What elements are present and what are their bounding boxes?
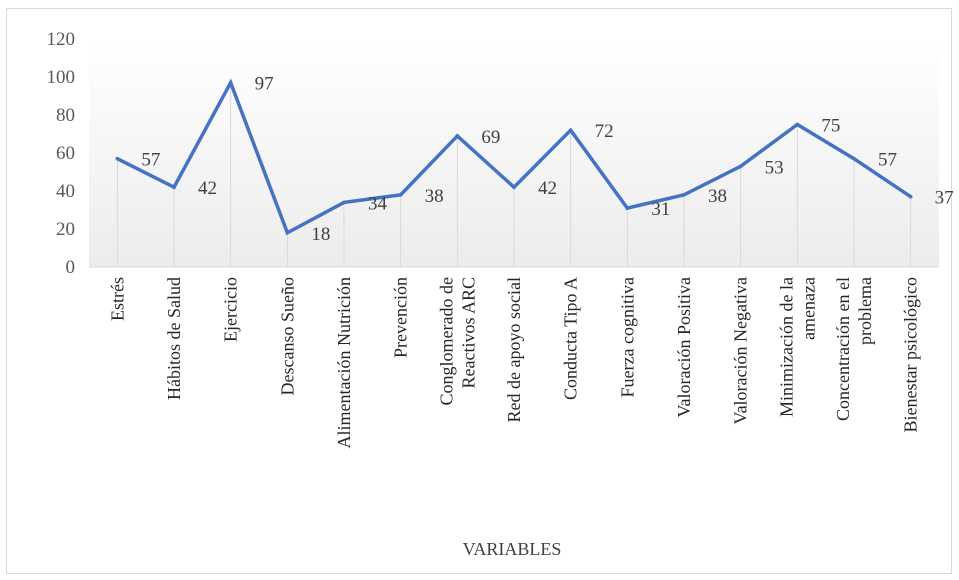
data-label: 75	[821, 116, 840, 137]
data-labels: 57 42 97 18 34 38 69 42 72 31 38 53 75 57 37	[141, 74, 953, 245]
data-point	[682, 193, 686, 197]
category-label-line: problema	[855, 277, 875, 345]
category-label-line: Conducta Tipo A	[561, 277, 581, 400]
category-label-line: Ejercicio	[221, 277, 241, 342]
chart-frame: 0 20 40 60 80 100 120 57 42 97 18 34 38 69 42 72 31 38 53…	[6, 8, 954, 574]
y-tick-label: 80	[56, 105, 75, 126]
category-label: Red de apoyo social	[504, 277, 524, 422]
category-label-line: Minimización de la	[776, 277, 796, 417]
category-label-line: Red de apoyo social	[504, 277, 524, 422]
y-axis: 0 20 40 60 80 100 120	[47, 29, 76, 278]
category-label: Bienestar psicológico	[901, 277, 921, 432]
data-point	[285, 231, 290, 235]
category-label: Descanso Sueño	[277, 277, 297, 395]
drop-lines	[116, 82, 912, 267]
category-label-line: Estrés	[107, 277, 127, 321]
category-label-line: Fuerza cognitiva	[617, 277, 637, 397]
x-axis-title: VARIABLES	[463, 539, 562, 559]
category-label-line: Reactivos ARC	[458, 277, 478, 389]
category-label-line: Conglomerado de	[436, 277, 456, 405]
y-tick-label: 40	[56, 181, 75, 202]
data-label: 42	[538, 178, 557, 199]
data-point	[738, 164, 743, 169]
data-point	[852, 156, 856, 161]
y-tick-label: 0	[66, 257, 76, 278]
data-label: 37	[935, 188, 953, 209]
data-point	[115, 156, 120, 161]
data-point	[908, 194, 913, 199]
category-label: Fuerza cognitiva	[617, 277, 637, 397]
data-point	[172, 185, 176, 189]
data-point	[625, 206, 630, 210]
data-label: 53	[765, 157, 784, 178]
data-label: 31	[651, 199, 670, 220]
data-label: 38	[425, 186, 444, 207]
category-label-line: Descanso Sueño	[277, 277, 297, 395]
line-chart: 0 20 40 60 80 100 120 57 42 97 18 34 38 69 42 72 31 38 53…	[47, 29, 954, 559]
y-tick-label: 120	[47, 29, 76, 50]
data-point	[228, 80, 233, 85]
category-label: Valoración Positiva	[674, 277, 694, 417]
category-label: Conducta Tipo A	[561, 277, 581, 400]
category-label: Concentración en el problema	[833, 277, 875, 421]
data-label: 57	[878, 150, 897, 171]
category-label: Ejercicio	[221, 277, 241, 342]
category-label-line: Valoración Positiva	[674, 277, 694, 417]
category-label-line: Bienestar psicológico	[901, 277, 921, 432]
data-point	[398, 193, 403, 197]
y-tick-label: 60	[56, 143, 75, 164]
category-label: Alimentación Nutrición	[334, 277, 354, 448]
y-tick-label: 100	[47, 67, 76, 88]
data-label: 42	[198, 178, 217, 199]
category-label: Hábitos de Salud	[164, 277, 184, 400]
data-point	[342, 200, 346, 205]
category-labels: Estrés Hábitos de Salud Ejercicio Descanso …	[107, 277, 920, 448]
data-point	[455, 134, 460, 138]
y-tick-label: 20	[56, 219, 75, 240]
data-points	[115, 80, 913, 235]
data-point	[795, 122, 800, 127]
data-point	[568, 128, 573, 132]
data-label: 72	[595, 121, 614, 142]
data-label: 57	[141, 150, 160, 171]
category-label-line: Alimentación Nutrición	[334, 277, 354, 448]
category-label: Conglomerado de Reactivos ARC	[436, 277, 478, 405]
category-label: Estrés	[107, 277, 127, 321]
category-label-line: Hábitos de Salud	[164, 277, 184, 400]
category-label: Minimización de la amenaza	[776, 277, 818, 417]
category-label-line: amenaza	[798, 277, 818, 340]
data-label: 18	[311, 224, 330, 245]
data-label: 38	[708, 186, 727, 207]
data-label: 69	[481, 127, 500, 148]
category-label-line: Concentración en el	[833, 277, 853, 421]
category-label: Prevención	[391, 277, 411, 358]
data-point	[512, 185, 516, 189]
data-label: 97	[255, 74, 274, 95]
category-label-line: Prevención	[391, 277, 411, 358]
category-label-line: Valoración Negativa	[731, 277, 751, 424]
data-label: 34	[368, 193, 388, 214]
category-label: Valoración Negativa	[731, 277, 751, 424]
